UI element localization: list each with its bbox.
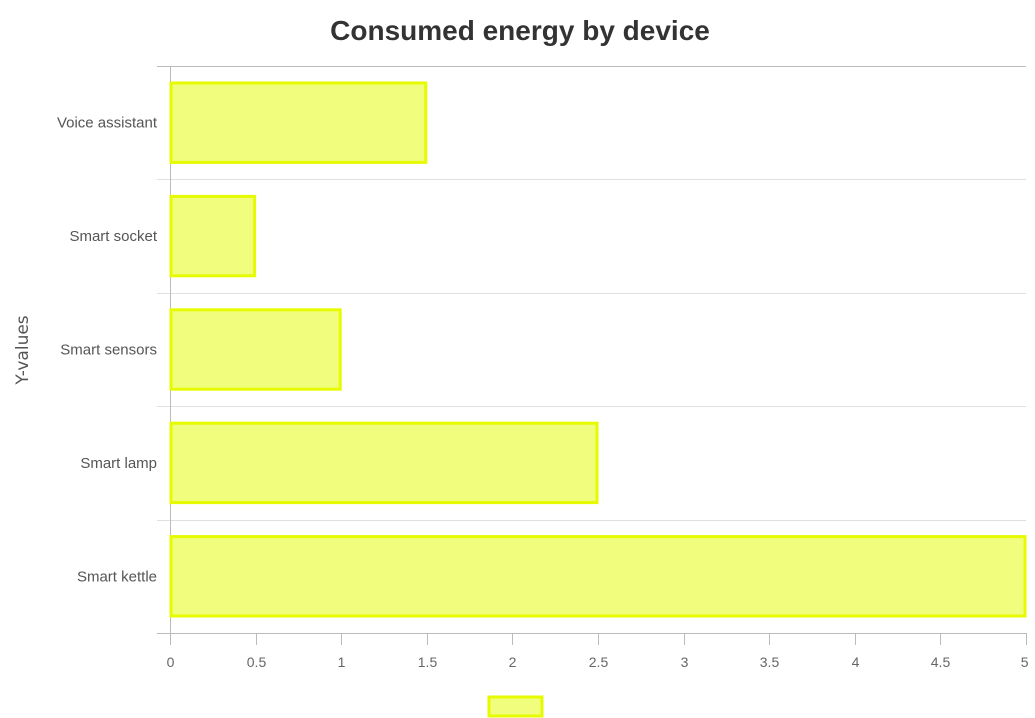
bars-layer <box>169 81 1027 618</box>
bar-smart-lamp[interactable] <box>169 421 599 505</box>
legend-swatch[interactable] <box>487 695 544 718</box>
chart-title: Consumed energy by device <box>330 15 710 46</box>
x-tick-label: 4 <box>852 654 860 670</box>
x-tick-label: 2.5 <box>589 654 609 670</box>
category-label: Voice assistant <box>57 115 158 132</box>
legend[interactable] <box>487 695 544 718</box>
x-tick-label: 4.5 <box>931 654 951 670</box>
bar-smart-socket[interactable] <box>169 194 257 278</box>
x-tick-labels: 0 0.5 1 1.5 2 2.5 3 3.5 4 4.5 5 <box>167 633 1029 670</box>
category-label: Smart sensors <box>60 342 157 359</box>
category-label: Smart kettle <box>77 568 157 585</box>
category-labels: Voice assistant Smart socket Smart sensors… <box>57 115 158 586</box>
category-label: Smart lamp <box>80 455 157 472</box>
bar-voice-assistant[interactable] <box>169 81 428 164</box>
x-tick-label: 0.5 <box>247 654 267 670</box>
bar-smart-kettle[interactable] <box>169 535 1027 618</box>
x-tick-label: 2 <box>509 654 517 670</box>
x-tick-label: 1 <box>338 654 346 670</box>
x-tick-label: 3 <box>681 654 689 670</box>
x-tick-label: 1.5 <box>418 654 438 670</box>
y-axis-title: Y-values <box>13 315 33 385</box>
x-tick-label: 3.5 <box>760 654 780 670</box>
x-tick-label: 0 <box>167 654 175 670</box>
category-label: Smart socket <box>69 228 157 245</box>
bar-smart-sensors[interactable] <box>169 308 342 391</box>
x-tick-label: 5 <box>1021 654 1029 670</box>
